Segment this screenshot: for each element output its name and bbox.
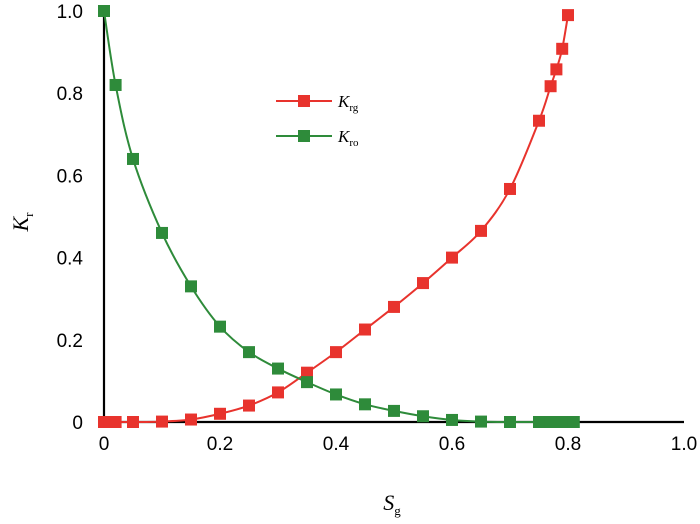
legend-item-kro: Kro — [276, 127, 359, 149]
data-point-krg — [388, 300, 400, 313]
data-point-kro — [504, 416, 516, 428]
data-point-kro — [388, 404, 400, 417]
data-point-kro — [475, 415, 487, 428]
data-point-kro — [417, 410, 429, 423]
x-axis-label-sub: g — [394, 503, 401, 518]
data-point-krg — [533, 114, 545, 127]
legend-label-kro-sub: ro — [349, 137, 359, 149]
data-point-krg — [127, 416, 139, 428]
axes — [102, 8, 684, 424]
data-point-krg — [504, 182, 516, 195]
x-tick-label: 1.0 — [671, 434, 697, 455]
legend-label-kro-main: K — [337, 127, 351, 146]
data-point-krg — [301, 366, 313, 379]
y-axis-label-sub: r — [21, 212, 36, 217]
y-axis-label: Kr — [8, 212, 36, 233]
data-point-krg — [556, 42, 569, 55]
data-point-krg — [243, 399, 255, 412]
data-point-krg — [475, 224, 487, 237]
data-point-kro — [330, 388, 342, 401]
data-point-kro — [272, 362, 284, 375]
data-point-kro — [185, 280, 197, 293]
data-point-kro — [109, 78, 122, 91]
data-point-krg — [446, 251, 458, 264]
data-point-krg — [214, 407, 226, 420]
series-line-kro — [103, 10, 574, 424]
data-point-kro — [127, 152, 139, 165]
tick-labels: 0 0.2 0.4 0.6 0.8 1.0 0 0.2 0.4 0.6 0.8 1.0 — [57, 2, 698, 455]
data-point-krg — [417, 277, 429, 290]
data-point-kro — [98, 5, 110, 17]
legend-marker-kro — [298, 130, 310, 142]
data-point-kro — [533, 416, 545, 428]
x-tick-label: 0.6 — [439, 434, 465, 455]
data-point-krg — [330, 346, 342, 359]
y-tick-label: 0 — [72, 413, 83, 434]
series-kro — [98, 5, 580, 428]
data-point-krg — [359, 323, 371, 336]
x-axis-label-main: S — [383, 490, 394, 515]
data-point-kro — [567, 416, 580, 428]
data-point-krg — [562, 9, 574, 22]
y-tick-label: 0.2 — [57, 331, 83, 352]
data-point-krg — [272, 386, 284, 399]
series-line-krg — [103, 14, 569, 424]
legend-marker-krg — [298, 95, 310, 107]
svg-text:Krg: Krg — [337, 92, 359, 114]
data-point-krg — [109, 416, 122, 428]
data-point-kro — [214, 320, 226, 333]
legend-item-krg: Krg — [276, 92, 359, 114]
svg-text:Kro: Kro — [337, 127, 359, 149]
data-point-krg — [544, 80, 557, 93]
x-tick-label: 0.2 — [207, 434, 233, 455]
data-point-krg — [156, 415, 168, 428]
data-point-kro — [156, 226, 168, 239]
series-layer — [98, 5, 580, 428]
x-axis-label: Sg — [383, 490, 401, 518]
y-tick-label: 0.6 — [57, 166, 83, 187]
y-tick-label: 0.8 — [57, 84, 83, 105]
svg-text:Kr: Kr — [8, 212, 36, 233]
legend-label-krg-main: K — [337, 92, 351, 111]
x-tick-label: 0 — [99, 434, 110, 455]
data-point-kro — [301, 376, 313, 389]
data-point-kro — [243, 346, 255, 359]
data-point-kro — [446, 413, 458, 426]
y-axis-label-main: K — [8, 216, 33, 233]
y-tick-label: 0.4 — [57, 249, 84, 270]
legend-label-krg-sub: rg — [349, 102, 358, 114]
data-point-krg — [185, 413, 197, 426]
x-tick-label: 0.8 — [555, 434, 581, 455]
y-tick-label: 1.0 — [57, 2, 83, 23]
series-krg — [98, 9, 574, 428]
data-point-kro — [359, 398, 371, 411]
data-point-krg — [550, 63, 563, 76]
legend: Krg Kro — [276, 92, 359, 149]
x-tick-label: 0.4 — [323, 434, 350, 455]
